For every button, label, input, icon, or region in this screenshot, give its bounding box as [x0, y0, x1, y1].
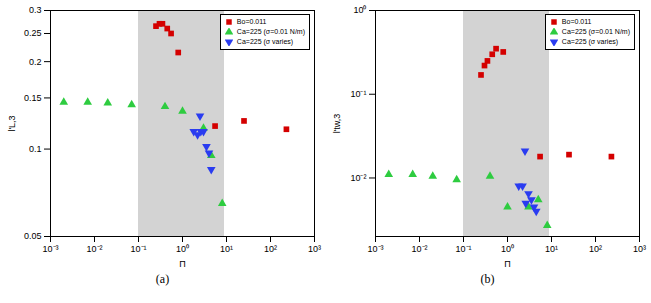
svg-text:0.2: 0.2 — [29, 57, 42, 67]
html-text:(a): (a) — [155, 272, 170, 286]
svg-text:10⁰: 10⁰ — [501, 244, 514, 254]
svg-text:10³: 10³ — [633, 244, 646, 254]
svg-text:l'L,3: l'L,3 — [7, 115, 17, 131]
html-text:Ca=225 (σ=0.01 N/m): Ca=225 (σ=0.01 N/m) — [236, 28, 305, 35]
svg-text:0.05: 0.05 — [24, 231, 42, 241]
svg-text:10⁻¹: 10⁻¹ — [130, 244, 146, 254]
svg-text:10¹: 10¹ — [545, 244, 558, 254]
html-text:Ca=225 (σ varies): Ca=225 (σ varies) — [236, 38, 294, 45]
svg-text:10²: 10² — [589, 244, 602, 254]
svg-text:10⁻²: 10⁻² — [411, 244, 427, 254]
svg-text:10⁻²: 10⁻² — [350, 173, 366, 183]
svg-text:0.1: 0.1 — [29, 144, 42, 154]
svg-text:10⁻¹: 10⁻¹ — [350, 89, 366, 99]
svg-text:10⁻³: 10⁻³ — [42, 244, 58, 254]
svg-text:10³: 10³ — [308, 244, 321, 254]
svg-text:10⁻³: 10⁻³ — [367, 244, 383, 254]
svg-text:10⁻¹: 10⁻¹ — [455, 244, 471, 254]
svg-text:l'tw,3: l'tw,3 — [332, 114, 342, 134]
svg-text:10¹: 10¹ — [220, 244, 233, 254]
html-text:Bo=0.011: Bo=0.011 — [236, 18, 267, 25]
html-text:Bo=0.011: Bo=0.011 — [561, 18, 592, 25]
svg-text:0.3: 0.3 — [29, 5, 42, 15]
html-text:(b): (b) — [480, 272, 495, 286]
svg-text:Π: Π — [504, 259, 511, 269]
svg-text:10²: 10² — [264, 244, 277, 254]
html-text:Ca=225 (σ=0.01 N/m): Ca=225 (σ=0.01 N/m) — [561, 28, 630, 35]
svg-text:Π: Π — [179, 259, 186, 269]
svg-text:10⁻²: 10⁻² — [86, 244, 102, 254]
html-text:Ca=225 (σ varies): Ca=225 (σ varies) — [561, 38, 619, 45]
svg-text:10⁰: 10⁰ — [176, 244, 189, 254]
svg-text:0.15: 0.15 — [24, 93, 42, 103]
svg-text:0.25: 0.25 — [24, 28, 42, 38]
svg-text:10⁰: 10⁰ — [353, 5, 366, 15]
